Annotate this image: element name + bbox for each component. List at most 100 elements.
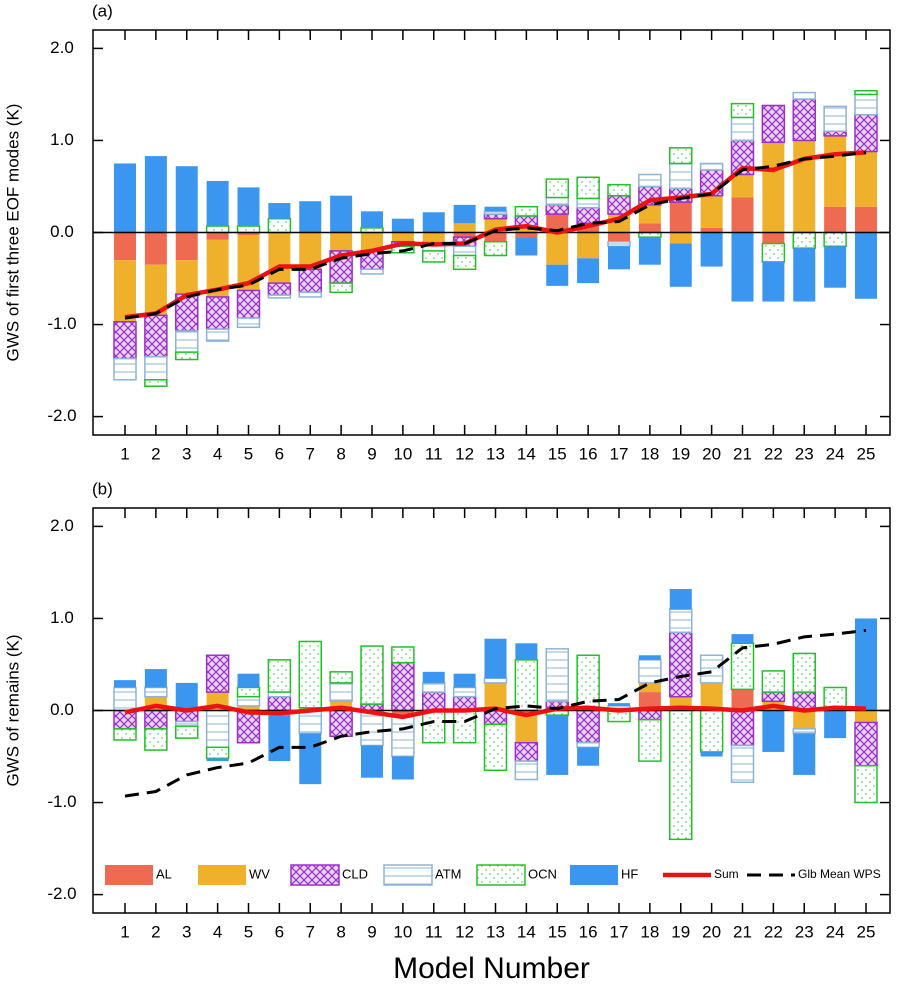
bar-segment [761,670,786,693]
bar-segment [761,242,786,263]
bar-segment [793,248,816,302]
bar-segment [638,709,662,721]
bar-segment [638,655,661,660]
bar-segment [762,232,785,244]
x-tick-label: 24 [826,444,845,463]
y-tick-label: 2.0 [50,516,74,535]
x-tick-label: 8 [336,444,345,463]
bar-segment [144,728,168,751]
bar-segment [731,174,754,198]
x-tick-label: 10 [393,444,412,463]
bar-segment [546,715,569,775]
panel-label: (b) [92,479,113,498]
bar-segment [330,701,353,706]
x-tick-label: 18 [640,922,659,941]
x-tick-label: 7 [306,444,315,463]
bar-segment [453,223,476,233]
y-tick-label: -2.0 [47,884,76,903]
bar-segment [638,223,661,233]
bar-segment [206,239,229,297]
x-tick-label: 8 [336,922,345,941]
y-tick-label: -2.0 [47,406,76,425]
bar-segment [267,294,292,299]
bar-segment [452,245,477,257]
bar-segment [236,317,261,329]
bar-segment [205,746,230,760]
bar-segment [855,710,877,723]
bar-segment [700,232,723,267]
plot-frame [92,507,891,914]
bar-segment [484,232,507,242]
x-tick-label: 5 [244,922,253,941]
bar-segment [361,232,383,251]
bar-segment [514,205,539,217]
bar-segment [237,673,260,688]
bar-segment [638,173,662,188]
x-tick-label: 13 [486,444,505,463]
bar-segment [267,695,292,712]
bar-segment [453,673,476,688]
bar-segment [669,232,692,244]
bar-segment [175,682,198,711]
bar-segment [113,709,137,730]
bar-segment [483,210,508,215]
bar-segment [175,351,199,361]
bar-segment [515,715,538,743]
bar-segment [669,202,692,233]
bar-segment [730,102,755,119]
legend-swatch [105,865,153,885]
bar-segment [483,240,508,257]
legend-label: AL [156,866,172,881]
x-tick-label: 3 [182,444,191,463]
bar-segment [823,231,847,248]
bar-segment [175,330,199,353]
bar-segment [669,589,692,610]
bar-segment [576,709,600,744]
x-tick-label: 22 [764,922,783,941]
bar-segment [855,206,877,233]
bar-segment [268,203,291,219]
x-tick-label: 11 [425,444,443,463]
x-tick-label: 10 [393,922,412,941]
bar-segment [793,140,816,233]
x-tick-label: 12 [455,922,474,941]
bar-segment [452,686,477,698]
x-tick-label: 21 [733,444,752,463]
bar-segment [700,195,723,228]
bar-segment [113,321,137,360]
legend-label: CLD [342,866,368,881]
bar-segment [484,638,507,679]
bar-segment [267,282,292,296]
bar-segment [730,744,755,784]
bar-segment [206,232,229,240]
x-tick-label: 21 [733,922,752,941]
x-tick-label: 4 [213,444,222,463]
bar-segment [299,201,322,233]
x-tick-label: 6 [275,444,284,463]
bar-segment [422,232,445,242]
bar-segment [422,682,446,693]
x-tick-label: 23 [795,922,814,941]
bar-segment [360,268,384,275]
bar-segment [237,232,260,236]
bar-segment [792,98,816,142]
bar-segment [855,618,877,711]
x-tick-label: 15 [548,922,567,941]
y-tick-label: -1.0 [47,314,76,333]
bar-segment [731,232,754,302]
plot-frame [92,29,891,436]
bar-segment [144,156,167,233]
bar-segment [236,225,261,234]
x-tick-label: 12 [455,444,474,463]
bar-segment [824,246,847,288]
bar-segment [329,282,353,294]
bar-segment [391,756,414,780]
bar-segment [515,237,538,256]
bar-segment [792,652,816,693]
bar-segment [762,142,785,233]
bar-segment [144,356,168,381]
bar-segment [453,204,476,224]
bar-segment [298,268,322,294]
bar-segment [576,206,600,225]
